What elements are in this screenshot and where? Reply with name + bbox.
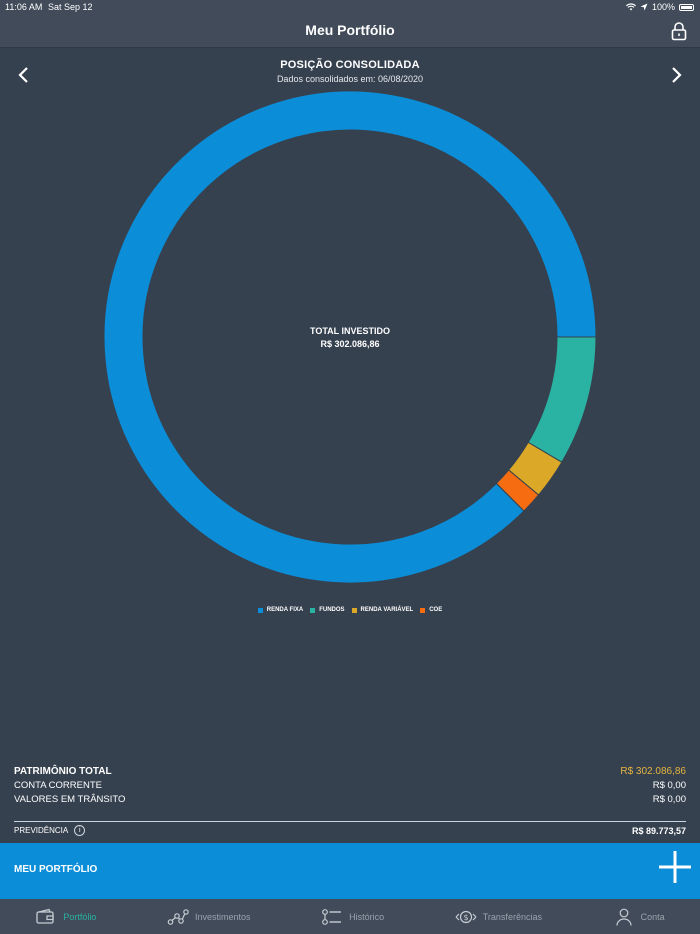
tab-transferencias[interactable]: $ Transferências (455, 908, 542, 926)
summary-panel: PATRIMÔNIO TOTAL R$ 302.086,86 CONTA COR… (14, 764, 686, 806)
tab-bar: Portfólio Investimentos Histórico $ Tran… (0, 899, 700, 934)
chart-legend: RENDA FIXA FUNDOS RENDA VARIÁVEL COE (0, 607, 700, 613)
total-row: PATRIMÔNIO TOTAL R$ 302.086,86 (14, 764, 686, 778)
status-date: Sat Sep 12 (48, 2, 93, 12)
my-portfolio-bar[interactable]: MEU PORTFÓLIO (0, 843, 700, 899)
tab-label-conta: Conta (640, 911, 665, 922)
info-icon[interactable]: i (74, 825, 86, 836)
transit-row: VALORES EM TRÂNSITO R$ 0,00 (14, 792, 686, 806)
tab-conta[interactable]: Conta (613, 908, 665, 926)
legend-item: RENDA VARIÁVEL (351, 607, 414, 613)
wallet-icon (36, 908, 54, 924)
tab-portfolio[interactable]: Portfólio (35, 908, 96, 926)
legend-swatch (310, 607, 316, 613)
pension-row: PREVIDÊNCIA i R$ 89.773,57 (14, 825, 686, 836)
status-indicators: 100% (625, 2, 694, 12)
total-value: R$ 302.086,86 (620, 765, 686, 777)
donut-slice-fundos (527, 336, 597, 463)
checking-value: R$ 0,00 (652, 779, 686, 791)
checking-label: CONTA CORRENTE (14, 779, 102, 791)
pension-left: PREVIDÊNCIA i (14, 825, 86, 836)
tab-label-portfolio: Portfólio (63, 911, 97, 922)
previous-arrow-icon[interactable] (16, 66, 32, 84)
donut-slice-coe (495, 469, 540, 512)
total-invested-label: TOTAL INVESTIDO (309, 326, 390, 336)
legend-item: COE (420, 607, 442, 613)
lock-icon[interactable] (670, 21, 688, 41)
location-icon (640, 3, 648, 11)
transit-label: VALORES EM TRÂNSITO (14, 793, 126, 805)
allocation-donut-chart (103, 90, 597, 584)
history-icon (322, 908, 342, 925)
plus-icon[interactable] (658, 850, 692, 884)
battery-icon (679, 3, 694, 11)
transit-value: R$ 0,00 (652, 793, 686, 805)
user-icon (615, 908, 632, 926)
position-subtitle: Dados consolidados em: 06/08/2020 (276, 74, 424, 84)
next-arrow-icon[interactable] (668, 66, 684, 84)
tab-historico[interactable]: Histórico (321, 908, 384, 926)
legend-label: RENDA FIXA (266, 607, 304, 613)
checking-row: CONTA CORRENTE R$ 0,00 (14, 778, 686, 792)
legend-label: COE (429, 607, 443, 613)
total-label: PATRIMÔNIO TOTAL (14, 765, 112, 777)
page-title: Meu Portfólio (305, 22, 395, 38)
transfer-icon: $ (455, 910, 477, 923)
legend-item: RENDA FIXA (257, 607, 304, 613)
status-time: 11:06 AM (5, 2, 43, 12)
svg-text:$: $ (463, 913, 468, 922)
legend-swatch (257, 607, 263, 613)
status-bar: 11:06 AM Sat Sep 12 100% (0, 0, 700, 14)
tab-label-investimentos: Investimentos (194, 911, 251, 922)
donut-slice-renda-fixa (103, 90, 597, 584)
pension-value: R$ 89.773,57 (631, 825, 686, 836)
legend-label: RENDA VARIÁVEL (360, 607, 414, 613)
tab-label-transferencias: Transferências (482, 911, 542, 922)
chart-center-label: TOTAL INVESTIDO R$ 302.086,86 (0, 325, 700, 351)
pension-label: PREVIDÊNCIA (14, 826, 69, 835)
total-invested-value: R$ 302.086,86 (320, 339, 380, 349)
tab-label-historico: Histórico (349, 911, 385, 922)
wifi-icon (625, 3, 636, 11)
legend-swatch (351, 607, 357, 613)
divider (14, 821, 686, 822)
position-title: POSIÇÃO CONSOLIDADA (280, 59, 420, 71)
legend-swatch (420, 607, 426, 613)
my-portfolio-label: MEU PORTFÓLIO (14, 864, 98, 875)
legend-label: FUNDOS (319, 607, 345, 613)
tab-investimentos[interactable]: Investimentos (167, 908, 251, 926)
investments-icon (167, 908, 189, 925)
battery-percent: 100% (651, 2, 675, 12)
nav-bar: Meu Portfólio (0, 14, 700, 48)
legend-item: FUNDOS (310, 607, 345, 613)
